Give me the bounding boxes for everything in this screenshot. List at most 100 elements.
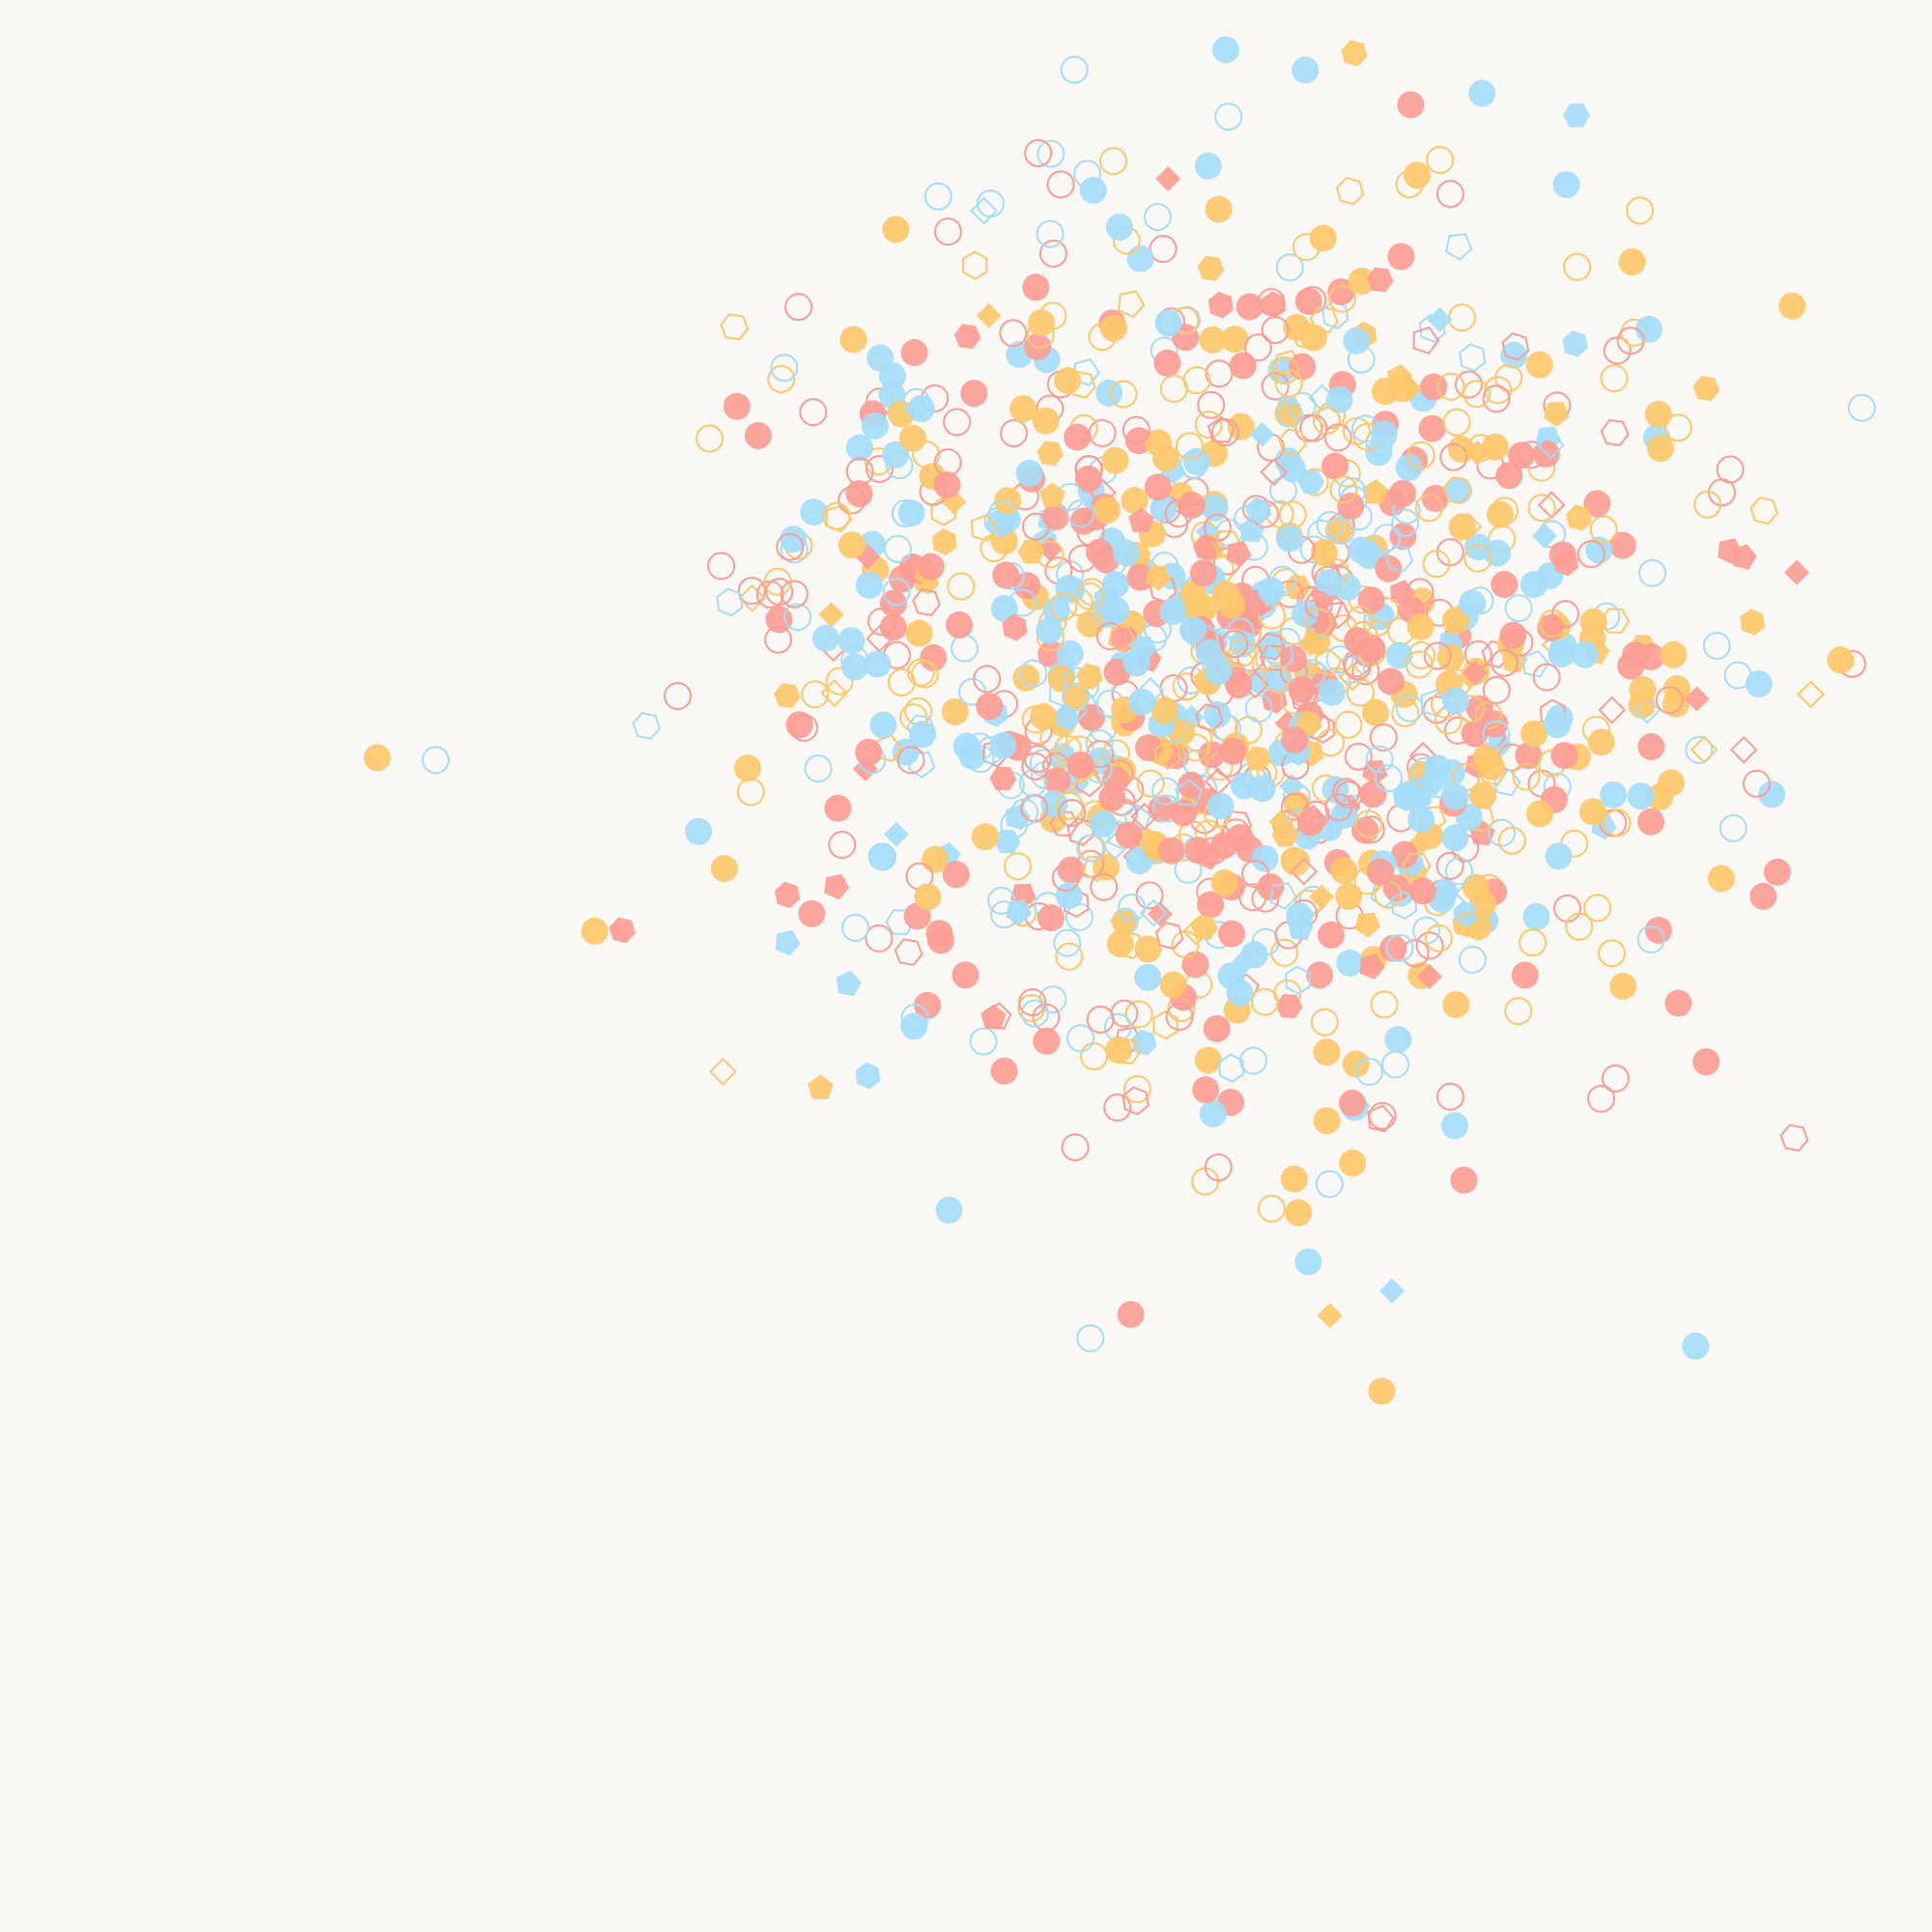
circle-mark bbox=[909, 721, 936, 748]
circle-mark bbox=[685, 818, 712, 845]
circle-mark bbox=[1105, 1037, 1132, 1064]
circle-mark bbox=[1321, 453, 1349, 480]
circle-mark bbox=[1553, 171, 1580, 198]
circle-mark bbox=[1170, 799, 1197, 826]
circle-mark bbox=[1294, 1248, 1321, 1275]
circle-mark bbox=[734, 754, 761, 781]
circle-mark bbox=[901, 339, 928, 366]
circle-mark bbox=[1343, 327, 1370, 355]
circle-mark bbox=[1195, 153, 1222, 180]
circle-mark bbox=[1827, 646, 1854, 673]
circle-mark bbox=[1622, 641, 1649, 668]
circle-mark bbox=[1692, 1048, 1719, 1075]
circle-mark bbox=[914, 883, 941, 910]
circle-mark bbox=[1495, 462, 1522, 489]
circle-mark bbox=[1106, 213, 1133, 241]
circle-mark bbox=[1336, 950, 1363, 977]
circle-mark bbox=[1523, 903, 1550, 930]
circle-mark bbox=[1195, 1047, 1222, 1074]
circle-mark bbox=[1407, 806, 1435, 833]
circle-mark bbox=[1647, 435, 1674, 462]
circle-mark bbox=[1628, 782, 1655, 810]
circle-mark bbox=[1499, 622, 1526, 649]
circle-mark bbox=[1609, 532, 1636, 559]
circle-mark bbox=[1159, 598, 1186, 625]
circle-mark bbox=[798, 900, 825, 927]
circle-mark bbox=[1630, 676, 1657, 703]
circle-mark bbox=[1281, 1166, 1308, 1193]
circle-mark bbox=[1208, 793, 1235, 820]
circle-mark bbox=[1090, 810, 1117, 838]
circle-mark bbox=[1102, 447, 1129, 474]
circle-mark bbox=[1285, 1199, 1312, 1226]
circle-mark bbox=[1022, 273, 1049, 300]
circle-mark bbox=[724, 393, 751, 420]
circle-mark bbox=[862, 412, 889, 440]
circle-mark bbox=[838, 531, 866, 558]
circle-mark bbox=[1359, 781, 1386, 808]
circle-mark bbox=[1251, 845, 1278, 872]
circle-mark bbox=[1205, 658, 1232, 685]
circle-mark bbox=[1384, 1026, 1411, 1053]
circle-mark bbox=[1054, 367, 1081, 394]
circle-mark bbox=[1286, 902, 1313, 929]
circle-mark bbox=[1058, 857, 1085, 884]
circle-mark bbox=[1127, 245, 1154, 272]
circle-mark bbox=[1330, 857, 1357, 884]
circle-mark bbox=[869, 712, 896, 739]
circle-mark bbox=[882, 216, 909, 243]
circle-mark bbox=[1152, 444, 1179, 471]
circle-mark bbox=[812, 625, 839, 652]
circle-mark bbox=[1206, 196, 1233, 223]
circle-mark bbox=[1708, 865, 1735, 892]
circle-mark bbox=[1358, 586, 1385, 613]
circle-mark bbox=[856, 572, 883, 599]
circle-mark bbox=[1192, 1076, 1219, 1103]
circle-mark bbox=[1275, 447, 1302, 474]
circle-mark bbox=[1609, 973, 1636, 1000]
circle-mark bbox=[1153, 350, 1180, 377]
circle-mark bbox=[711, 855, 738, 882]
circle-mark bbox=[1145, 473, 1172, 500]
circle-mark bbox=[1155, 309, 1182, 336]
circle-mark bbox=[1095, 380, 1122, 407]
circle-mark bbox=[1442, 688, 1469, 715]
circle-mark bbox=[1645, 917, 1672, 944]
circle-mark bbox=[960, 380, 987, 407]
circle-mark bbox=[1160, 972, 1187, 999]
circle-mark bbox=[1134, 964, 1161, 991]
circle-mark bbox=[1409, 877, 1436, 904]
circle-mark bbox=[867, 345, 894, 372]
circle-mark bbox=[1397, 92, 1424, 119]
circle-mark bbox=[1367, 859, 1394, 886]
circle-mark bbox=[1450, 1167, 1477, 1194]
circle-mark bbox=[1212, 37, 1239, 64]
circle-mark bbox=[364, 744, 391, 771]
circle-mark bbox=[972, 823, 999, 850]
circle-mark bbox=[1491, 571, 1518, 598]
circle-mark bbox=[1339, 1150, 1366, 1177]
circle-mark bbox=[1100, 315, 1127, 342]
circle-mark bbox=[1211, 869, 1238, 896]
circle-mark bbox=[846, 435, 873, 462]
circle-mark bbox=[1441, 824, 1468, 851]
circle-mark bbox=[1362, 699, 1389, 726]
circle-mark bbox=[1337, 493, 1364, 520]
circle-mark bbox=[1080, 177, 1107, 204]
circle-mark bbox=[1258, 577, 1285, 604]
circle-mark bbox=[946, 611, 973, 639]
circle-mark bbox=[1012, 665, 1039, 692]
circle-mark bbox=[1042, 503, 1069, 530]
circle-mark bbox=[1064, 424, 1091, 451]
circle-mark bbox=[839, 326, 867, 353]
circle-mark bbox=[1348, 537, 1375, 564]
circle-mark bbox=[900, 1012, 927, 1039]
circle-mark bbox=[1512, 962, 1539, 989]
circle-mark bbox=[1520, 571, 1548, 598]
circle-mark bbox=[989, 732, 1016, 759]
circle-mark bbox=[1764, 859, 1791, 886]
circle-mark bbox=[1326, 386, 1353, 413]
circle-mark bbox=[1230, 353, 1257, 380]
circle-mark bbox=[1463, 874, 1490, 901]
circle-mark bbox=[1036, 617, 1063, 644]
